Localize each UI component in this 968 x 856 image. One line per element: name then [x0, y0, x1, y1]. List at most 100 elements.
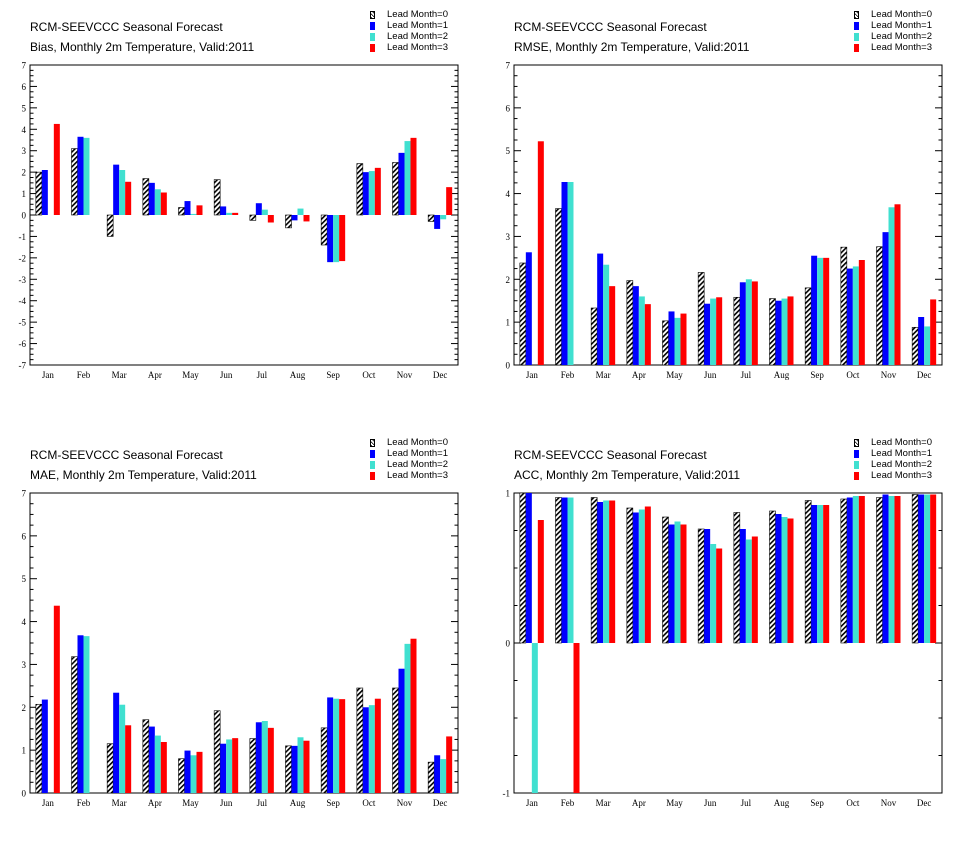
mae-chart-panel: 7 6 5 4 3 2 1 0 Jan Feb Mar Apr May Jun Jul Aug Sep Oct No…: [0, 428, 484, 856]
x-tick-label: Aug: [774, 798, 790, 808]
bar-lead-1: [113, 164, 120, 215]
x-tick-label: Jul: [741, 370, 752, 380]
chart-title: RCM-SEEVCCC Seasonal Forecast: [514, 448, 707, 462]
legend-item: Lead Month=0: [854, 9, 932, 20]
mae-chart: 7 6 5 4 3 2 1 0 Jan Feb Mar Apr May Jun Jul Aug Sep Oct No…: [22, 489, 459, 808]
legend-swatch: [370, 438, 375, 447]
y-tick-label: 2: [506, 275, 511, 285]
bar-lead-0: [142, 178, 150, 216]
legend-item: Lead Month=3: [370, 470, 448, 481]
x-tick-label: Feb: [561, 370, 575, 380]
x-tick-label: Oct: [846, 798, 859, 808]
bar-lead-2: [710, 298, 717, 365]
bar-lead-3: [573, 643, 580, 793]
x-tick-label: Jul: [741, 798, 752, 808]
legend-item: Lead Month=2: [854, 459, 932, 470]
bar-lead-3: [339, 215, 346, 262]
bar-lead-0: [876, 246, 883, 366]
bar-lead-0: [840, 246, 848, 366]
bar-lead-0: [106, 214, 114, 237]
bar-lead-0: [427, 214, 435, 222]
x-tick-label: Sep: [326, 798, 340, 808]
bar-lead-1: [327, 215, 334, 263]
bar-lead-3: [823, 505, 830, 643]
bar-lead-0: [804, 287, 812, 366]
bar-lead-0: [662, 516, 669, 644]
bias-chart: 7 6 5 4 3 2 1 0 -1 -2 -3 -4 -5 -6 -7 Jan Feb Mar Apr May Jun…: [19, 61, 459, 380]
x-tick-label: Jan: [526, 370, 538, 380]
bar-lead-0: [71, 148, 78, 216]
bar-lead-0: [911, 326, 919, 366]
bar-lead-0: [876, 497, 883, 644]
bar-lead-1: [882, 494, 889, 643]
x-tick-label: Oct: [846, 370, 859, 380]
y-tick-label: -6: [19, 339, 27, 349]
bar-lead-0: [769, 510, 776, 644]
legend-label: Lead Month=0: [387, 437, 449, 448]
bar-lead-2: [333, 215, 340, 263]
bar-lead-2: [368, 705, 375, 793]
rmse-chart-panel: 7 6 5 4 3 2 1 0 Jan Feb Mar Apr May Jun Jul Aug Sep Oct No…: [484, 0, 968, 428]
bar-lead-1: [327, 697, 334, 793]
bar-lead-0: [626, 280, 634, 366]
legend: Lead Month=0 Lead Month=1 Lead Month=2 Lead…: [370, 9, 448, 53]
x-tick-label: Aug: [290, 370, 306, 380]
y-tick-label: 7: [22, 489, 27, 499]
bar-lead-0: [590, 497, 598, 644]
y-tick-label: 7: [506, 61, 511, 71]
bar-lead-2: [190, 755, 197, 793]
bar-lead-2: [297, 737, 304, 793]
chart-subtitle: ACC, Monthly 2m Temperature, Valid:2011: [514, 468, 741, 482]
bar-lead-0: [427, 761, 435, 794]
bar-lead-3: [644, 304, 651, 365]
bar-lead-2: [888, 496, 895, 643]
bar-lead-1: [398, 152, 405, 215]
legend: Lead Month=0 Lead Month=1 Lead Month=2 Lead…: [854, 437, 932, 481]
x-tick-label: Nov: [881, 798, 897, 808]
bar-lead-2: [852, 496, 859, 643]
bar-lead-2: [567, 497, 574, 643]
legend-label: Lead Month=0: [871, 437, 933, 448]
legend-swatch: [854, 449, 859, 458]
y-tick-label: 1: [506, 489, 511, 499]
y-tick-label: 3: [506, 232, 511, 242]
bar-lead-3: [446, 187, 453, 215]
legend-swatch: [854, 43, 859, 52]
bar-lead-2: [531, 643, 538, 793]
bar-lead-2: [404, 141, 411, 215]
bar-lead-2: [781, 517, 788, 643]
bar-lead-3: [894, 496, 901, 643]
legend-swatch: [854, 21, 859, 30]
bar-lead-3: [787, 296, 794, 365]
acc-chart: 1 0 -1 Jan Feb Mar Apr May Jun Jul Aug Sep Oct Nov Dec: [503, 489, 943, 808]
bar-lead-2: [638, 509, 645, 643]
x-tick-label: Dec: [917, 370, 932, 380]
x-tick-label: Dec: [433, 370, 448, 380]
bar-lead-0: [662, 320, 669, 366]
bar-lead-0: [285, 745, 292, 794]
bar-lead-2: [154, 735, 161, 793]
y-tick-label: 3: [22, 660, 27, 670]
legend-label: Lead Month=1: [387, 448, 449, 459]
bar-lead-2: [710, 544, 717, 643]
y-tick-label: 1: [506, 318, 511, 328]
x-tick-label: May: [666, 370, 683, 380]
bar-lead-0: [697, 528, 705, 644]
bar-lead-1: [148, 182, 155, 215]
bar-lead-3: [858, 496, 865, 643]
bar-lead-2: [440, 759, 447, 793]
x-tick-label: May: [182, 370, 199, 380]
x-tick-label: Jan: [42, 798, 54, 808]
bar-lead-0: [213, 710, 221, 794]
legend-label: Lead Month=3: [387, 42, 449, 53]
bar-lead-1: [291, 745, 298, 793]
legend-item: Lead Month=3: [370, 42, 448, 53]
y-tick-label: 7: [22, 61, 27, 71]
bar-lead-3: [125, 181, 132, 215]
x-tick-label: Dec: [917, 798, 932, 808]
bar-lead-2: [817, 505, 824, 643]
bar-lead-1: [704, 529, 711, 643]
bar-lead-3: [232, 212, 239, 215]
bar-lead-2: [368, 171, 375, 215]
bar-lead-1: [41, 699, 48, 793]
